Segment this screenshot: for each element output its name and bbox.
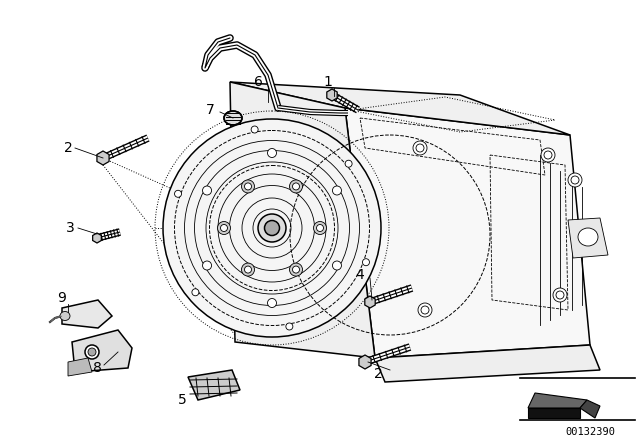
Polygon shape [93, 233, 101, 243]
Ellipse shape [202, 261, 212, 270]
Ellipse shape [292, 266, 300, 273]
Ellipse shape [332, 261, 342, 270]
Ellipse shape [317, 224, 323, 232]
Polygon shape [97, 151, 109, 165]
Polygon shape [72, 330, 132, 372]
Ellipse shape [163, 119, 381, 337]
Polygon shape [230, 82, 375, 358]
Polygon shape [580, 400, 600, 418]
Ellipse shape [244, 183, 252, 190]
Ellipse shape [418, 303, 432, 317]
Ellipse shape [541, 148, 555, 162]
Polygon shape [62, 300, 112, 328]
Ellipse shape [314, 221, 326, 234]
Polygon shape [230, 82, 570, 135]
Text: 5: 5 [178, 393, 186, 407]
Polygon shape [68, 358, 92, 376]
Text: 2: 2 [63, 141, 72, 155]
Ellipse shape [289, 263, 303, 276]
Polygon shape [528, 408, 580, 418]
Ellipse shape [264, 220, 280, 236]
Polygon shape [365, 296, 375, 308]
Ellipse shape [345, 160, 352, 167]
Ellipse shape [292, 183, 300, 190]
Polygon shape [327, 89, 337, 101]
Ellipse shape [568, 173, 582, 187]
Ellipse shape [413, 141, 427, 155]
Ellipse shape [218, 221, 230, 234]
Polygon shape [359, 355, 371, 369]
Ellipse shape [553, 288, 567, 302]
Ellipse shape [192, 289, 199, 296]
Ellipse shape [286, 323, 293, 330]
Text: 2: 2 [374, 367, 382, 381]
Ellipse shape [221, 224, 227, 232]
Ellipse shape [88, 348, 96, 356]
Ellipse shape [60, 311, 70, 320]
Text: 1: 1 [324, 75, 332, 89]
Polygon shape [375, 345, 600, 382]
Ellipse shape [578, 228, 598, 246]
Polygon shape [528, 393, 587, 408]
Ellipse shape [268, 148, 276, 158]
Text: 3: 3 [66, 221, 74, 235]
Text: 8: 8 [93, 361, 101, 375]
Ellipse shape [258, 214, 286, 242]
Ellipse shape [244, 266, 252, 273]
Polygon shape [345, 108, 590, 358]
Text: 4: 4 [356, 268, 364, 282]
Text: 7: 7 [205, 103, 214, 117]
Ellipse shape [241, 263, 255, 276]
Text: 6: 6 [253, 75, 262, 89]
Polygon shape [568, 218, 608, 258]
Text: 9: 9 [58, 291, 67, 305]
Ellipse shape [332, 186, 342, 195]
Ellipse shape [85, 345, 99, 359]
Polygon shape [188, 370, 240, 400]
Ellipse shape [268, 298, 276, 307]
Ellipse shape [202, 186, 212, 195]
Ellipse shape [175, 190, 182, 197]
Text: 00132390: 00132390 [565, 427, 615, 437]
Ellipse shape [251, 126, 258, 133]
Ellipse shape [289, 180, 303, 193]
Ellipse shape [224, 111, 242, 125]
Ellipse shape [241, 180, 255, 193]
Ellipse shape [362, 258, 369, 266]
